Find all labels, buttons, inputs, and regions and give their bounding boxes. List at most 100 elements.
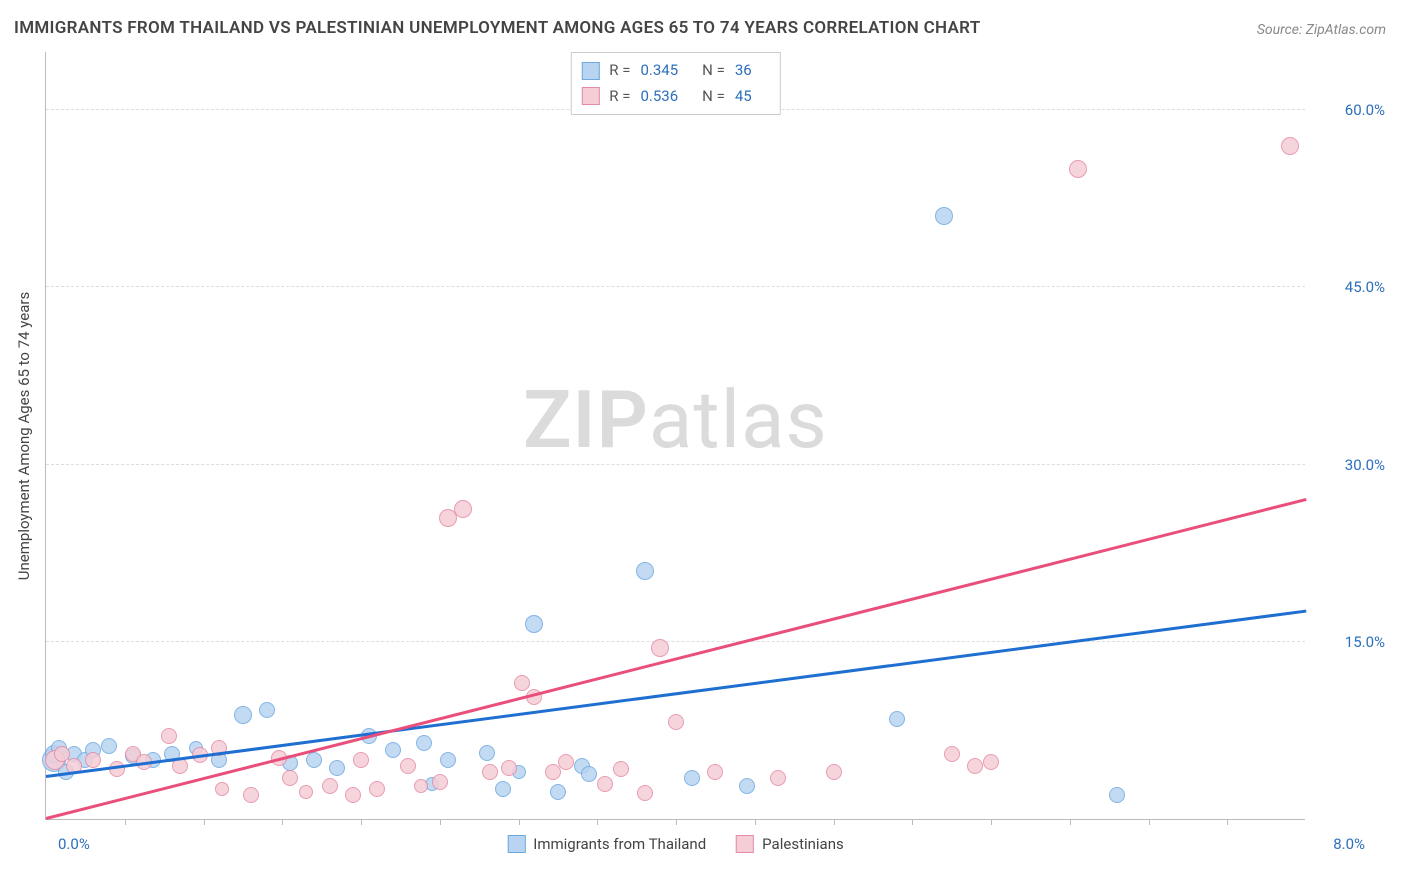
data-point bbox=[707, 764, 723, 780]
x-tick bbox=[755, 819, 756, 825]
legend-series-item: Palestinians bbox=[736, 835, 844, 853]
x-tick bbox=[597, 819, 598, 825]
data-point bbox=[440, 752, 456, 768]
x-axis-min-label: 0.0% bbox=[58, 835, 90, 853]
data-point bbox=[770, 770, 786, 786]
data-point bbox=[558, 754, 574, 770]
n-value: 36 bbox=[735, 58, 752, 84]
legend-series-label: Palestinians bbox=[762, 835, 844, 853]
grid-line: 15.0% bbox=[46, 641, 1305, 642]
r-label: R = bbox=[609, 58, 630, 84]
grid-line: 45.0% bbox=[46, 286, 1305, 287]
legend-stats: R = 0.345 N = 36 R = 0.536 N = 45 bbox=[570, 52, 780, 115]
data-point bbox=[495, 781, 511, 797]
data-point bbox=[215, 782, 229, 796]
data-point bbox=[234, 706, 252, 724]
data-point bbox=[329, 760, 345, 776]
data-point bbox=[1109, 787, 1125, 803]
y-axis-title: Unemployment Among Ages 65 to 74 years bbox=[15, 291, 33, 579]
data-point bbox=[967, 758, 983, 774]
data-point bbox=[400, 758, 416, 774]
source-label: Source: ZipAtlas.com bbox=[1257, 22, 1386, 38]
x-tick bbox=[282, 819, 283, 825]
x-tick bbox=[912, 819, 913, 825]
data-point bbox=[385, 742, 401, 758]
y-tick-label: 15.0% bbox=[1315, 633, 1385, 651]
x-tick bbox=[440, 819, 441, 825]
data-point bbox=[983, 754, 999, 770]
trend-line bbox=[46, 498, 1307, 819]
grid-line: 30.0% bbox=[46, 464, 1305, 465]
legend-stat-row: R = 0.345 N = 36 bbox=[581, 58, 765, 84]
data-point bbox=[1069, 160, 1087, 178]
y-tick-label: 60.0% bbox=[1315, 101, 1385, 119]
data-point bbox=[479, 745, 495, 761]
x-tick bbox=[1070, 819, 1071, 825]
x-tick bbox=[834, 819, 835, 825]
x-tick bbox=[125, 819, 126, 825]
y-tick-label: 45.0% bbox=[1315, 278, 1385, 296]
data-point bbox=[597, 776, 613, 792]
data-point bbox=[889, 711, 905, 727]
data-point bbox=[935, 207, 953, 225]
r-value: 0.345 bbox=[640, 58, 678, 84]
data-point bbox=[243, 787, 259, 803]
x-tick bbox=[991, 819, 992, 825]
x-tick bbox=[204, 819, 205, 825]
x-tick bbox=[1149, 819, 1150, 825]
y-tick-label: 30.0% bbox=[1315, 456, 1385, 474]
legend-stat-row: R = 0.536 N = 45 bbox=[581, 84, 765, 110]
r-label: R = bbox=[609, 84, 630, 110]
data-point bbox=[259, 702, 275, 718]
legend-series-item: Immigrants from Thailand bbox=[507, 835, 706, 853]
data-point bbox=[739, 778, 755, 794]
trend-line bbox=[46, 610, 1306, 778]
data-point bbox=[482, 764, 498, 780]
data-point bbox=[668, 714, 684, 730]
legend-series-label: Immigrants from Thailand bbox=[533, 835, 706, 853]
data-point bbox=[161, 728, 177, 744]
data-point bbox=[345, 787, 361, 803]
x-tick bbox=[361, 819, 362, 825]
legend-swatch bbox=[736, 835, 754, 853]
r-value: 0.536 bbox=[640, 84, 678, 110]
data-point bbox=[1281, 137, 1299, 155]
data-point bbox=[501, 760, 517, 776]
plot-area: ZIPatlas 15.0%30.0%45.0%60.0% Unemployme… bbox=[45, 52, 1305, 820]
legend-swatch bbox=[507, 835, 525, 853]
data-point bbox=[85, 752, 101, 768]
data-point bbox=[369, 781, 385, 797]
watermark: ZIPatlas bbox=[523, 373, 828, 467]
data-point bbox=[684, 770, 700, 786]
data-point bbox=[613, 761, 629, 777]
data-point bbox=[525, 615, 543, 633]
data-point bbox=[637, 785, 653, 801]
data-point bbox=[454, 500, 472, 518]
data-point bbox=[353, 752, 369, 768]
x-tick bbox=[1227, 819, 1228, 825]
legend-series: Immigrants from Thailand Palestinians bbox=[507, 835, 843, 853]
data-point bbox=[414, 779, 428, 793]
data-point bbox=[432, 774, 448, 790]
data-point bbox=[282, 770, 298, 786]
n-label: N = bbox=[702, 84, 725, 110]
x-axis-max-label: 8.0% bbox=[1333, 835, 1365, 853]
data-point bbox=[101, 738, 117, 754]
legend-swatch bbox=[581, 62, 599, 80]
x-tick bbox=[519, 819, 520, 825]
legend-swatch bbox=[581, 87, 599, 105]
n-label: N = bbox=[702, 58, 725, 84]
data-point bbox=[826, 764, 842, 780]
data-point bbox=[306, 752, 322, 768]
data-point bbox=[581, 766, 597, 782]
data-point bbox=[109, 761, 125, 777]
data-point bbox=[514, 675, 530, 691]
x-tick bbox=[676, 819, 677, 825]
data-point bbox=[299, 785, 313, 799]
data-point bbox=[651, 639, 669, 657]
data-point bbox=[550, 784, 566, 800]
n-value: 45 bbox=[735, 84, 752, 110]
data-point bbox=[944, 746, 960, 762]
data-point bbox=[636, 562, 654, 580]
data-point bbox=[322, 778, 338, 794]
